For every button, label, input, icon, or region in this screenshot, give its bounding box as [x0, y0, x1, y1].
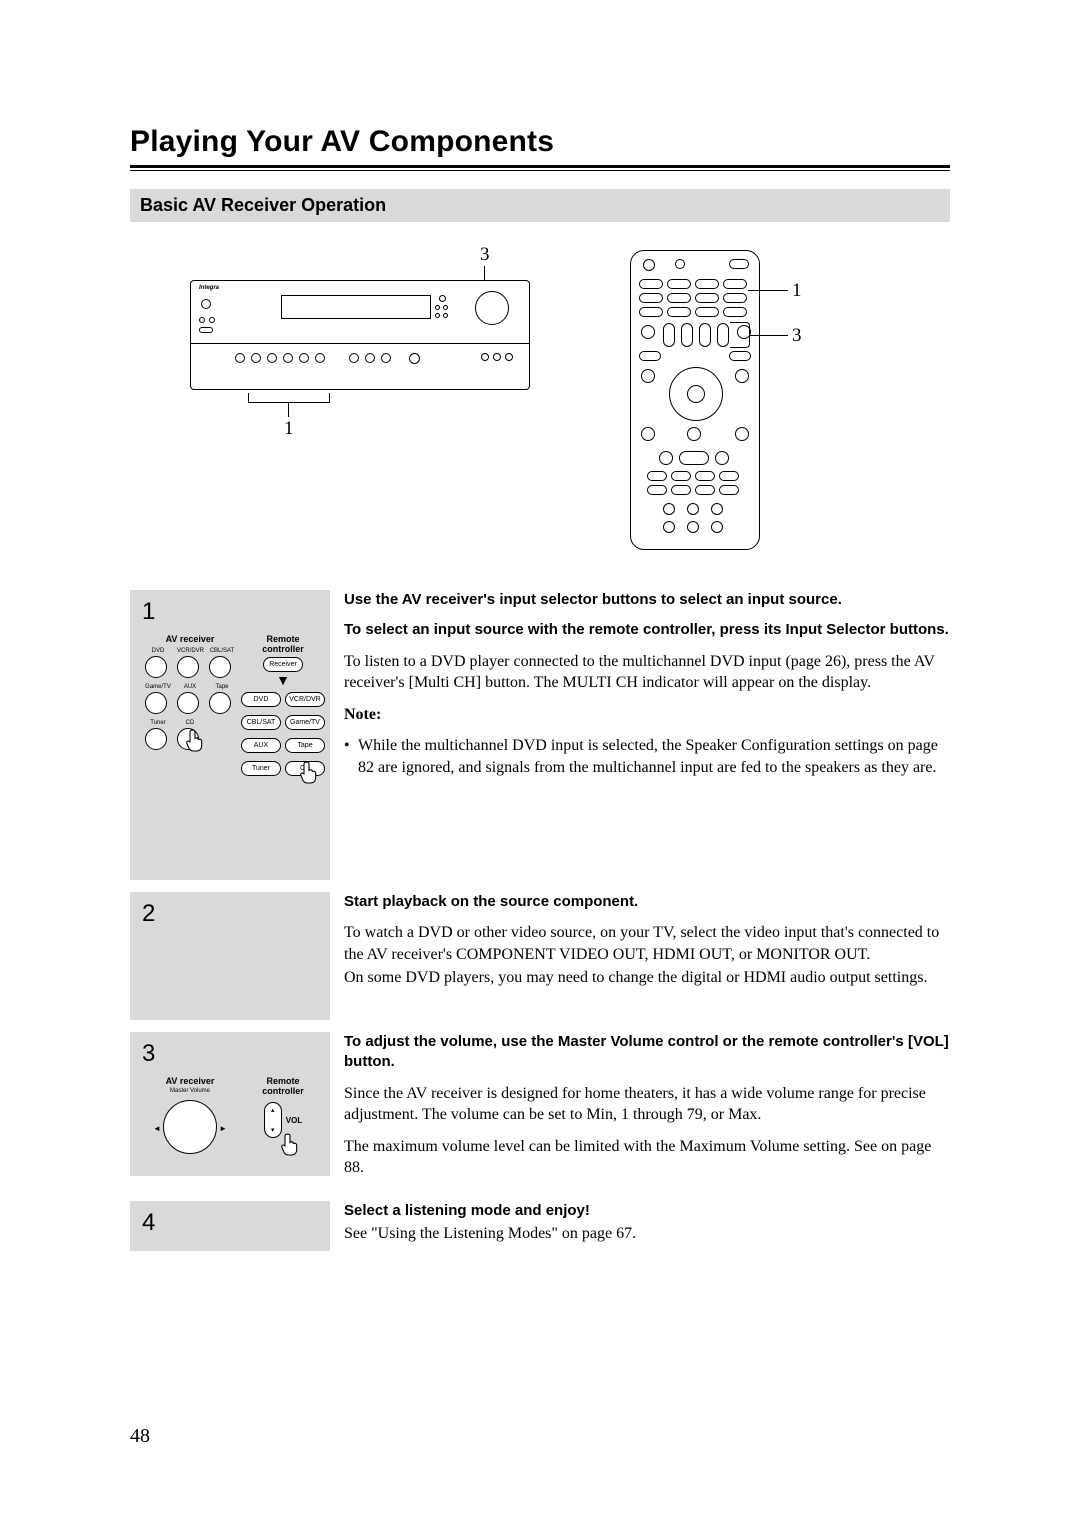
- remote-callout-3: 3: [792, 325, 802, 347]
- master-volume-knob-icon: [475, 291, 509, 325]
- title-rule-thin: [130, 170, 950, 171]
- step-3-heading: To adjust the volume, use the Master Vol…: [344, 1032, 950, 1073]
- step-4: 4 Select a listening mode and enjoy! See…: [130, 1201, 950, 1255]
- callout-1-bracket: [248, 393, 330, 403]
- step-2-heading: Start playback on the source component.: [344, 892, 950, 912]
- step-1-heading-1: Use the AV receiver's input selector but…: [344, 590, 950, 610]
- brand-label: Integra: [199, 285, 219, 291]
- receiver-front-panel: Integra: [190, 280, 530, 390]
- arrow-down-icon: ▼: [276, 675, 290, 689]
- step-4-number: 4: [142, 1209, 322, 1237]
- receiver-diagram: 3 Integra: [190, 250, 550, 440]
- power-button-icon: [201, 299, 211, 309]
- callout-3: 3: [480, 244, 490, 266]
- callout-1: 1: [284, 418, 294, 440]
- step-3-panel: 3 AV receiver Master Volume ◄ ► Remote c…: [130, 1032, 330, 1176]
- step-1-text: Use the AV receiver's input selector but…: [344, 590, 950, 778]
- step-2-panel: 2: [130, 892, 330, 1020]
- step-3-text: To adjust the volume, use the Master Vol…: [344, 1032, 950, 1189]
- step-4-heading: Select a listening mode and enjoy!: [344, 1201, 950, 1221]
- step-4-text: Select a listening mode and enjoy! See "…: [344, 1201, 950, 1255]
- note-label: Note:: [344, 704, 950, 726]
- page-content: Playing Your AV Components Basic AV Rece…: [130, 125, 950, 1273]
- step-3-number: 3: [142, 1040, 322, 1068]
- remote-diagram: 1 3: [630, 250, 830, 550]
- input-selector-row: [251, 353, 325, 363]
- step-2-number: 2: [142, 900, 322, 928]
- receiver-display: [281, 295, 431, 319]
- step-1-note: • While the multichannel DVD input is se…: [344, 735, 950, 778]
- remote-body: [630, 250, 760, 550]
- hand-pointer-icon: [185, 728, 205, 754]
- step-2-text: Start playback on the source component. …: [344, 892, 950, 999]
- hand-pointer-icon: [280, 1132, 300, 1158]
- step-3: 3 AV receiver Master Volume ◄ ► Remote c…: [130, 1032, 950, 1189]
- page-number: 48: [130, 1425, 150, 1448]
- steps-list: 1 AV receiver DVD VCR/DVR CBL/SAT Game/T…: [130, 590, 950, 1255]
- step-2: 2 Start playback on the source component…: [130, 892, 950, 1020]
- avr-input-buttons: DVD VCR/DVR CBL/SAT Game/TV AUX Tape Tun…: [145, 648, 235, 750]
- step-1-number: 1: [142, 598, 322, 626]
- step-4-panel: 4: [130, 1201, 330, 1251]
- remote-label: Remote controller: [262, 634, 304, 654]
- step-1-body: To listen to a DVD player connected to t…: [344, 651, 950, 694]
- step-1-heading-2: To select an input source with the remot…: [344, 620, 950, 640]
- avr-label: AV receiver: [166, 634, 215, 644]
- diagrams-row: 3 Integra: [130, 250, 950, 550]
- step-1-panel: 1 AV receiver DVD VCR/DVR CBL/SAT Game/T…: [130, 590, 330, 880]
- remote-receiver-btn: Receiver: [263, 657, 303, 672]
- page-title: Playing Your AV Components: [130, 125, 950, 159]
- hand-pointer-icon: [299, 760, 319, 786]
- section-heading: Basic AV Receiver Operation: [130, 189, 950, 222]
- title-rule-thick: [130, 165, 950, 168]
- remote-callout-1: 1: [792, 280, 802, 302]
- volume-knob-icon: [163, 1100, 217, 1154]
- step-1: 1 AV receiver DVD VCR/DVR CBL/SAT Game/T…: [130, 590, 950, 880]
